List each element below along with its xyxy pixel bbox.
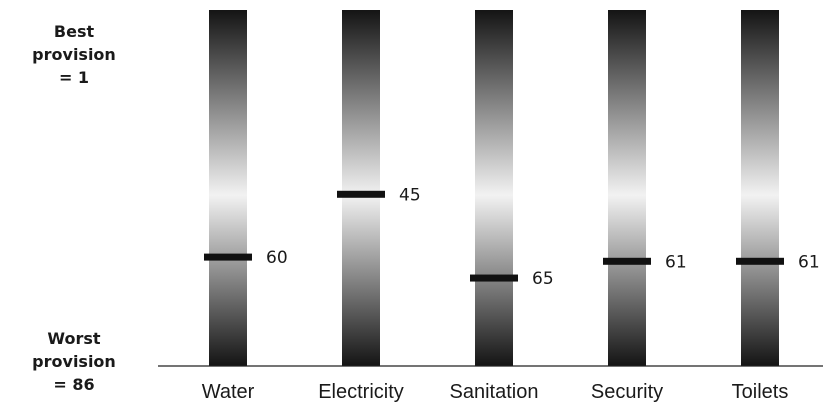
value-label-sanitation: 65: [532, 269, 554, 289]
bar-security: [608, 10, 646, 366]
value-label-electricity: 45: [399, 185, 421, 205]
category-label-electricity: Electricity: [318, 381, 404, 403]
markers-group: [204, 190, 784, 282]
category-label-sanitation: Sanitation: [450, 381, 539, 403]
best-label-line2: provision: [32, 45, 116, 64]
category-label-water: Water: [202, 381, 255, 403]
category-label-toilets: Toilets: [732, 381, 789, 403]
value-label-toilets: 61: [798, 252, 820, 272]
rank-marker-electricity: [337, 190, 385, 198]
category-label-security: Security: [591, 381, 663, 403]
worst-label-line1: Worst: [47, 329, 101, 348]
best-label-line1: Best: [53, 22, 95, 41]
worst-label-line2: provision: [32, 352, 116, 371]
labels-group: 60 Water 45 Electricity 65 Sanitation 61 Securi…: [202, 185, 820, 403]
bar-toilets: [741, 10, 779, 366]
value-label-security: 61: [665, 252, 687, 272]
rank-marker-toilets: [736, 257, 784, 265]
best-provision-label: Best provision = 1: [18, 20, 130, 89]
value-label-water: 60: [266, 248, 288, 268]
rank-marker-water: [204, 253, 252, 261]
best-label-line3: = 1: [58, 68, 90, 87]
rank-marker-security: [603, 257, 651, 265]
bars-group: [209, 10, 779, 366]
worst-label-line3: = 86: [53, 375, 95, 394]
rank-marker-sanitation: [470, 274, 518, 282]
worst-provision-label: Worst provision = 86: [18, 327, 130, 396]
bar-sanitation: [475, 10, 513, 366]
bar-electricity: [342, 10, 380, 366]
bar-water: [209, 10, 247, 366]
